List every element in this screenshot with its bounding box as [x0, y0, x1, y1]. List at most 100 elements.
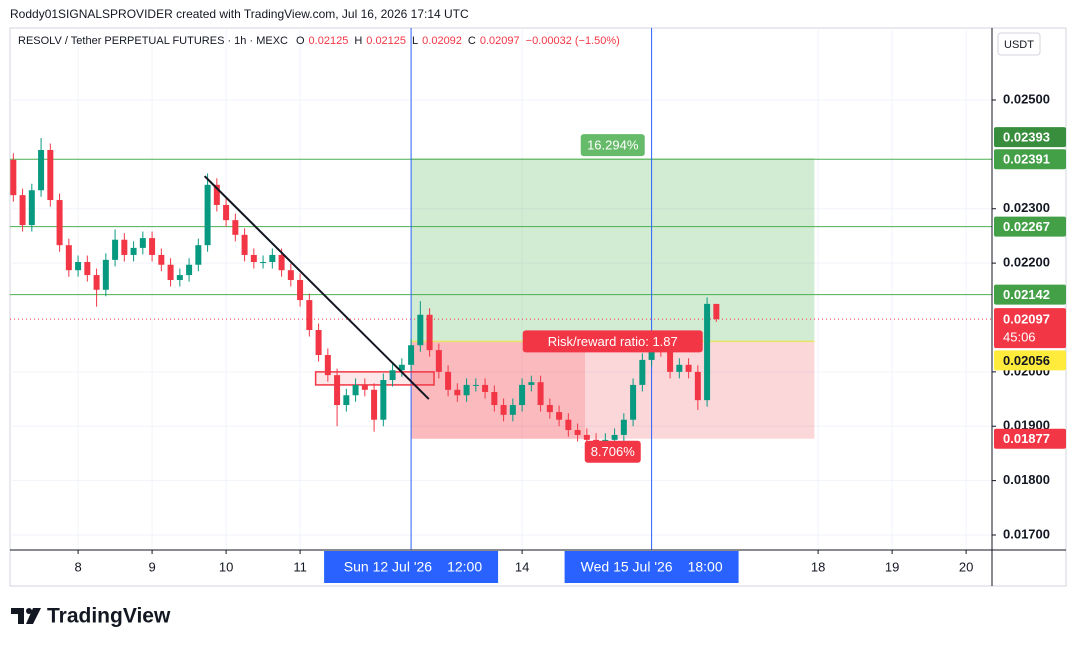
ratio-label-box — [522, 330, 703, 353]
stop-price: 0.01877 — [1003, 431, 1050, 446]
candle-body — [583, 434, 590, 440]
x-tick-label: 14 — [515, 559, 529, 574]
ohlc-value: 0.02125 — [308, 35, 349, 47]
ohlc-key: H — [354, 35, 363, 47]
candle-body — [491, 391, 498, 406]
candle-body — [121, 239, 128, 255]
grid — [10, 28, 992, 550]
y-tick-label: 0.02500 — [1003, 91, 1050, 106]
x-tick-label: 20 — [959, 559, 973, 574]
candle-body — [417, 314, 424, 346]
currency-box[interactable] — [997, 32, 1041, 56]
candle-body — [38, 150, 45, 191]
candle-body — [509, 405, 516, 415]
candle-body — [667, 350, 674, 372]
candle-body — [528, 382, 535, 385]
target-price-box — [994, 127, 1066, 148]
y-tick-label: 0.01800 — [1003, 472, 1050, 487]
candle-body — [537, 382, 544, 406]
candle-body — [676, 364, 683, 372]
candle-body — [408, 345, 415, 365]
candle-body — [195, 245, 202, 265]
candle-body — [241, 234, 248, 255]
ohlc-value: 0.02092 — [422, 35, 462, 47]
candle-body — [186, 264, 193, 276]
plot-area: 16.294% Risk/reward ratio: 1.87 8.706% — [10, 28, 992, 550]
candle-body — [685, 364, 692, 372]
line-price-box — [994, 149, 1066, 170]
candle-body — [223, 204, 230, 221]
trendline — [203, 175, 430, 400]
candle-body — [445, 371, 452, 390]
candle-body — [648, 345, 655, 360]
candle-body — [398, 364, 405, 371]
x-tick-label: 11 — [293, 559, 307, 574]
candle-body — [56, 200, 63, 246]
currency: USDT — [1004, 39, 1034, 51]
cursor-time: 12:00 — [447, 559, 482, 575]
cursor-label-box — [324, 551, 499, 583]
cursor-date: Wed 15 Jul '26 — [581, 559, 673, 575]
chart-frame — [9, 27, 1067, 587]
candle-body — [149, 238, 156, 255]
candle-body — [454, 389, 461, 396]
legend: RESOLV / Tether PERPETUAL FUTURES · 1h ·… — [18, 35, 622, 47]
x-tick-label: 10 — [219, 559, 233, 574]
x-tick-label: 19 — [885, 559, 899, 574]
candle-body — [93, 275, 100, 290]
candle-body — [204, 184, 211, 246]
candle-body — [639, 359, 646, 385]
candle-body — [371, 389, 378, 420]
candle-body — [213, 184, 220, 205]
candle-body — [130, 247, 137, 255]
y-tick-label: 0.02200 — [1003, 255, 1050, 270]
candle-body — [315, 329, 322, 356]
candle-body — [435, 350, 442, 372]
entry-price-box — [994, 350, 1066, 371]
candle-body — [352, 384, 359, 396]
candle-body — [463, 384, 470, 396]
x-tick-label: 8 — [74, 559, 81, 574]
entry-price: 0.02056 — [1003, 353, 1050, 368]
candle-body — [324, 355, 331, 376]
candle-body — [519, 384, 526, 406]
x-tick-label: 18 — [811, 559, 825, 574]
cursor-time: 18:00 — [688, 559, 723, 575]
ohlc-value: 0.02125 — [366, 35, 407, 47]
symbol: RESOLV / Tether PERPETUAL FUTURES · 1h ·… — [18, 35, 288, 47]
candle-body — [472, 384, 479, 386]
candle-body — [139, 238, 146, 248]
cursor-date: Sun 12 Jul '26 — [344, 559, 433, 575]
line-price-box — [994, 216, 1066, 237]
ratio-label: Risk/reward ratio: 1.87 — [548, 334, 678, 349]
ohlc-key: O — [295, 35, 305, 47]
ohlc-key: L — [412, 35, 419, 47]
candle-body — [620, 419, 627, 435]
candle-body — [611, 434, 618, 440]
candle-body — [75, 262, 82, 271]
candle-body — [232, 220, 239, 235]
ohlc-value: 0.02097 — [479, 35, 520, 47]
candle-body — [158, 254, 165, 265]
candle-body — [84, 262, 91, 276]
ohlc-key: C — [467, 35, 476, 47]
candle-body — [65, 245, 72, 271]
candle-body — [343, 395, 350, 406]
candle-body — [556, 412, 563, 420]
line-price-box — [994, 284, 1066, 305]
candle-body — [426, 314, 433, 351]
candle-body — [250, 254, 257, 263]
candle-body — [260, 262, 267, 264]
axes: 0.025000.023000.022000.020000.019000.018… — [74, 91, 1066, 583]
target-label-box — [580, 134, 645, 157]
stop-zone — [411, 341, 815, 439]
candle-body — [380, 380, 387, 420]
candle-body — [297, 279, 304, 301]
line-price: 0.02142 — [1003, 287, 1050, 302]
brand: TradingView — [47, 605, 171, 628]
candle-body — [28, 190, 35, 226]
line-price: 0.02391 — [1003, 152, 1050, 167]
last-price: 0.02097 — [1003, 312, 1050, 327]
